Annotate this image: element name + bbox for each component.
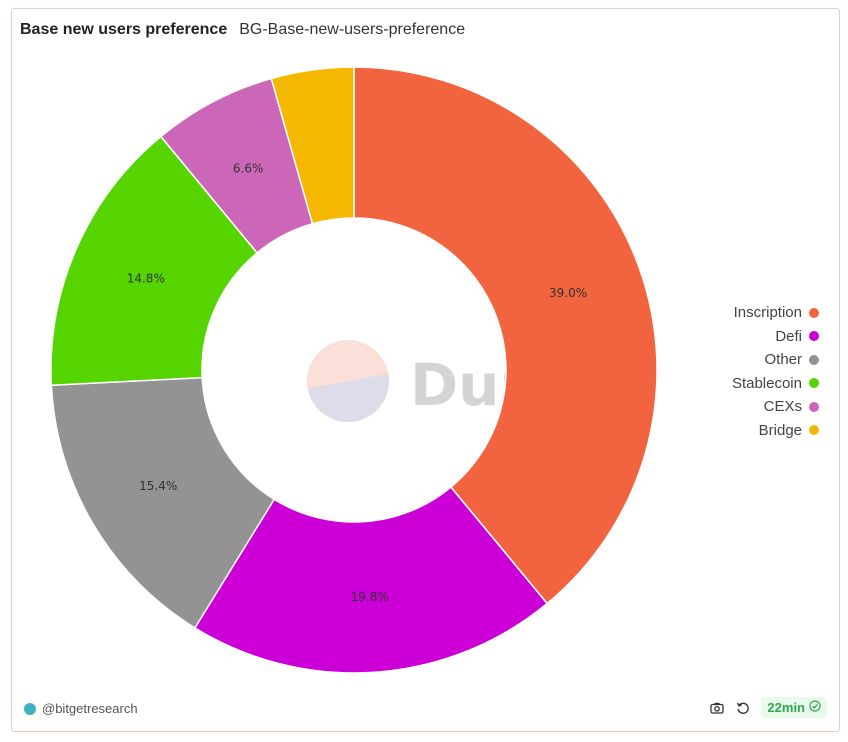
legend-item-stablecoin[interactable]: Stablecoin	[679, 372, 819, 396]
refresh-time-label: 22min	[767, 700, 805, 715]
legend-swatch	[809, 307, 819, 318]
legend-swatch	[809, 425, 819, 436]
donut-chart: Dune 39.0%19.8%15.4%14.8%6.6%	[50, 66, 658, 674]
legend-swatch	[809, 331, 819, 342]
author-name: @bitgetresearch	[42, 701, 138, 716]
camera-icon[interactable]	[709, 700, 725, 716]
legend-item-defi[interactable]: Defi	[679, 325, 819, 349]
refresh-icon[interactable]	[735, 700, 751, 716]
legend-label: Inscription	[733, 304, 802, 322]
slice-other[interactable]	[50, 376, 276, 629]
legend-item-cexs[interactable]: CEXs	[679, 395, 819, 419]
legend-item-bridge[interactable]: Bridge	[679, 419, 819, 443]
chart-card: Base new users preference BG-Base-new-us…	[11, 8, 840, 732]
slice-label-stablecoin: 14.8%	[127, 271, 165, 285]
legend-label: Other	[764, 351, 802, 369]
slice-label-cexs: 6.6%	[233, 162, 264, 176]
author-avatar	[24, 702, 36, 715]
slice-stablecoin[interactable]	[50, 135, 259, 387]
legend-item-inscription[interactable]: Inscription	[679, 301, 819, 325]
author-credit[interactable]: @bitgetresearch	[24, 701, 138, 716]
check-circle-icon	[809, 700, 821, 715]
chart-header: Base new users preference BG-Base-new-us…	[20, 21, 465, 39]
footer-actions: 22min	[709, 697, 827, 718]
legend-item-other[interactable]: Other	[679, 348, 819, 372]
legend-label: CEXs	[763, 398, 802, 416]
slice-label-other: 15.4%	[139, 479, 177, 493]
legend-swatch	[809, 378, 819, 389]
legend-swatch	[809, 354, 819, 365]
slice-label-inscription: 39.0%	[549, 286, 587, 300]
chart-legend: Inscription Defi Other Stablecoin CEXs Bridge	[679, 301, 819, 442]
legend-swatch	[809, 401, 819, 412]
slice-inscription[interactable]	[353, 66, 658, 605]
watermark-logo-bottom	[307, 373, 389, 422]
slice-bridge[interactable]	[270, 66, 355, 225]
legend-label: Stablecoin	[731, 374, 802, 392]
refresh-time-badge[interactable]: 22min	[761, 697, 827, 718]
chart-title: Base new users preference	[20, 21, 228, 38]
legend-label: Bridge	[758, 421, 802, 439]
slice-defi[interactable]	[193, 486, 549, 674]
legend-label: Defi	[775, 327, 802, 345]
chart-subtitle: BG-Base-new-users-preference	[239, 21, 466, 38]
slice-label-defi: 19.8%	[351, 590, 389, 604]
